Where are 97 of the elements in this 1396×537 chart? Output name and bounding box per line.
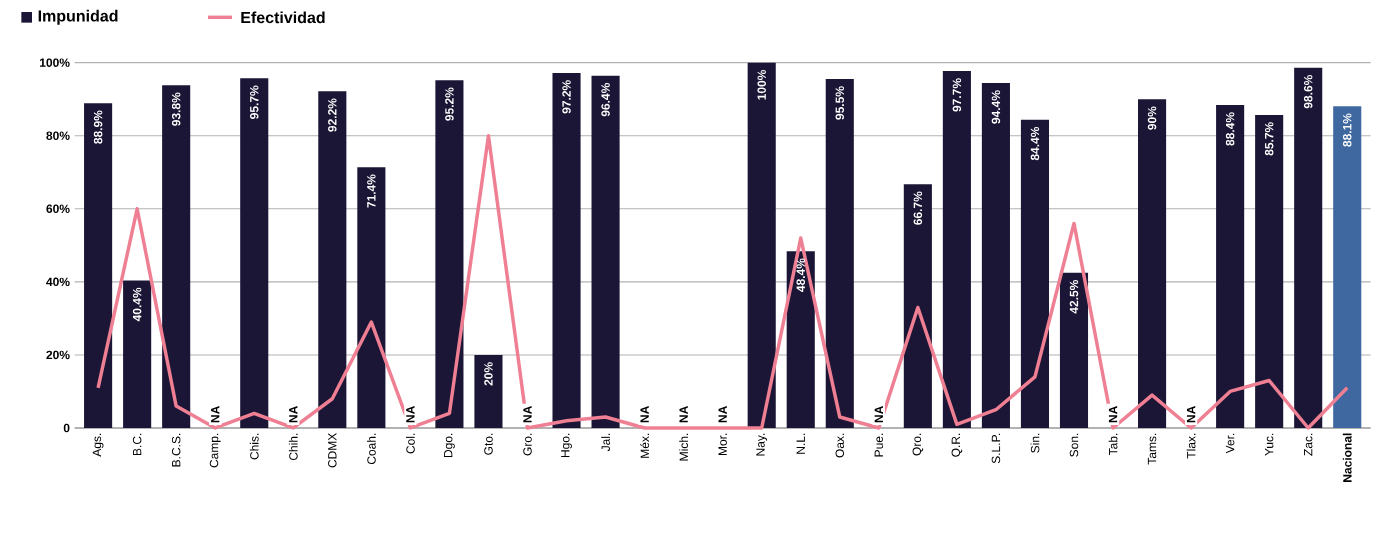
x-tick-label: Gro. xyxy=(523,433,532,456)
x-tick-label: Sin. xyxy=(1030,433,1040,453)
x-tick-label: Tams. xyxy=(1147,433,1157,465)
bar xyxy=(1333,105,1362,428)
bar xyxy=(318,90,347,428)
bar xyxy=(825,78,854,428)
data-label: 96.4% xyxy=(601,82,610,117)
x-tick-label: Gto. xyxy=(484,433,493,455)
data-label: 85.7% xyxy=(1264,122,1274,156)
bar xyxy=(747,62,776,428)
data-label: 88.9% xyxy=(93,110,103,144)
data-label: 98.6% xyxy=(1303,74,1313,109)
data-label: 95.5% xyxy=(835,86,845,120)
data-label: 97.2% xyxy=(562,79,571,114)
y-tick-label: 60% xyxy=(46,204,70,213)
bar xyxy=(786,251,815,428)
bar xyxy=(552,72,581,428)
bar xyxy=(981,82,1010,428)
x-tick-label: Son. xyxy=(1069,433,1079,457)
text: NA xyxy=(874,405,883,423)
bar xyxy=(1216,104,1245,428)
bar xyxy=(1059,272,1089,428)
text: NA xyxy=(1108,405,1118,423)
bar xyxy=(240,78,269,428)
text: NA xyxy=(679,405,688,423)
x-tick-label: Yuc. xyxy=(1264,433,1274,456)
x-tick-label: S.L.P. xyxy=(991,433,1001,464)
data-label: 90% xyxy=(1147,106,1157,130)
x-tick-label: Tlax. xyxy=(1186,433,1196,459)
legend-label: Efectividad xyxy=(241,11,325,24)
x-tick-label: Qro. xyxy=(912,433,924,456)
data-label: 100% xyxy=(757,69,766,100)
x-tick-label: Ags. xyxy=(92,433,104,457)
bar xyxy=(903,184,932,428)
data-label: 66.7% xyxy=(913,191,923,225)
x-tick-label: Hgo. xyxy=(561,433,572,457)
bar xyxy=(84,103,113,428)
bar xyxy=(123,280,152,428)
text: NA xyxy=(1186,405,1196,423)
text: NA xyxy=(211,405,220,423)
text: NA xyxy=(718,405,727,423)
data-label: 71.4% xyxy=(367,174,376,208)
bar xyxy=(474,354,503,428)
x-tick-label: Oax. xyxy=(835,433,845,458)
x-tick-label: Mor. xyxy=(718,433,727,455)
x-tick-label: Col. xyxy=(405,433,415,454)
y-tick-label: 100% xyxy=(40,58,70,67)
legend-label: Impunidad xyxy=(38,9,118,25)
data-label: 92.2% xyxy=(328,98,337,132)
bar xyxy=(435,80,464,428)
data-label: 94.4% xyxy=(991,90,1001,124)
x-tick-label: Coah. xyxy=(366,433,376,464)
y-tick-label: 40% xyxy=(46,277,70,286)
x-tick-label: B.C.S. xyxy=(171,433,181,467)
x-tick-label: Pue. xyxy=(874,433,884,457)
data-label: 88.4% xyxy=(1225,112,1235,146)
x-tick-label: Chih. xyxy=(288,433,298,460)
data-label: 48.4% xyxy=(796,258,805,292)
bar xyxy=(357,166,386,428)
x-tick-label: CDMX xyxy=(328,432,337,468)
bar xyxy=(162,85,191,428)
x-tick-label: Q.R. xyxy=(951,433,963,457)
data-label: 97.7% xyxy=(952,78,962,112)
x-tick-label: B.C. xyxy=(132,433,142,455)
x-tick-label: Mich. xyxy=(679,433,689,461)
data-label: 40.4% xyxy=(132,287,142,321)
x-tick-label: Nacional xyxy=(1342,433,1352,482)
data-label: 42.5% xyxy=(1069,279,1079,314)
x-tick-label: Zac. xyxy=(1304,433,1313,456)
x-tick-label: Jal. xyxy=(601,433,610,452)
x-tick-label: Méx. xyxy=(640,433,650,458)
bar xyxy=(1255,114,1284,428)
text: NA xyxy=(289,405,298,423)
bar xyxy=(1294,67,1323,428)
x-tick-label: Nay. xyxy=(756,433,768,456)
text: NA xyxy=(406,405,415,423)
data-label: 20% xyxy=(484,362,493,386)
bar xyxy=(591,75,620,428)
x-tick-label: Camp. xyxy=(209,433,221,468)
y-tick-label: 20% xyxy=(46,350,70,360)
data-label: 95.7% xyxy=(249,85,259,119)
bar xyxy=(942,70,971,428)
text: NA xyxy=(523,405,532,423)
data-label: 88.1% xyxy=(1342,113,1352,147)
y-tick-label: 0 xyxy=(63,423,70,433)
x-tick-label: Dgo. xyxy=(444,433,455,457)
x-tick-label: Chis. xyxy=(249,433,259,460)
data-label: 93.8% xyxy=(171,92,181,126)
data-label: 95.2% xyxy=(445,87,454,121)
text: NA xyxy=(640,405,649,423)
x-tick-label: Tab. xyxy=(1108,433,1118,455)
x-tick-label: Ver. xyxy=(1225,433,1235,454)
x-tick-label: N.L. xyxy=(796,433,805,454)
bar xyxy=(1138,99,1167,428)
y-tick-label: 80% xyxy=(46,131,70,140)
data-label: 84.4% xyxy=(1030,126,1040,161)
bar xyxy=(1020,119,1050,428)
